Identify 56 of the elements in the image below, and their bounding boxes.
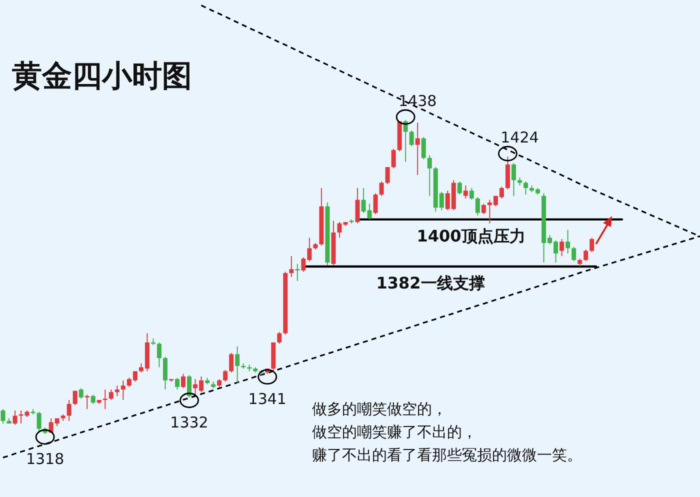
ref-line-label: 1400顶点压力 <box>416 226 526 246</box>
annotation: 1438 <box>398 92 437 110</box>
candlestick <box>481 203 486 215</box>
annotation: 做多的嘲笑做空的， <box>312 400 447 418</box>
candlestick <box>72 390 78 406</box>
candlestick <box>120 380 126 400</box>
annotation: 1424 <box>500 128 539 147</box>
text: 赚了不出的看了看那些冤损的微微一笑。 <box>312 446 582 464</box>
candlestick <box>90 394 96 404</box>
candlestick <box>108 389 114 400</box>
candlestick <box>572 246 576 262</box>
candlestick <box>66 399 72 422</box>
candlestick <box>229 352 234 374</box>
candlestick <box>505 156 510 190</box>
candlestick <box>289 256 294 278</box>
candlestick <box>162 356 168 390</box>
candlestick <box>511 162 516 196</box>
candlestick <box>102 389 108 410</box>
candlestick <box>524 180 528 196</box>
candlestick <box>187 374 192 398</box>
candlestick <box>277 331 282 344</box>
chart-title: 黄金四小时图 <box>12 59 192 94</box>
candlestick <box>0 408 6 424</box>
candlestick <box>295 263 300 282</box>
candlestick <box>114 385 120 397</box>
candlestick <box>175 377 180 390</box>
candlestick <box>373 192 378 215</box>
candlestick <box>84 394 90 410</box>
candlestick <box>181 373 186 389</box>
candlestick <box>355 188 360 224</box>
candlestick <box>223 369 228 382</box>
candlestick <box>379 180 384 196</box>
candlestick <box>385 166 390 185</box>
candlestick <box>590 237 594 253</box>
candlestick <box>235 346 240 384</box>
candlestick <box>409 130 414 147</box>
candlestick <box>457 180 462 196</box>
candlestick <box>12 410 18 426</box>
candlestick <box>427 154 432 196</box>
candlestick <box>560 238 564 257</box>
ref-line-label: 1382一线支撑 <box>376 274 485 293</box>
candlestick <box>391 148 396 169</box>
candlestick <box>475 196 480 216</box>
candlestick <box>463 184 468 199</box>
candlestick <box>78 388 84 400</box>
annotation: 1318 <box>26 450 64 468</box>
candlestick <box>469 188 474 200</box>
candlestick <box>566 229 570 254</box>
candlestick <box>415 122 420 176</box>
annotation: 1332 <box>170 413 208 432</box>
candlestick <box>156 342 162 368</box>
annotation: 1341 <box>248 390 286 408</box>
candlestick <box>584 249 588 262</box>
annotation: 做空的嘲笑赚了不出的， <box>312 423 477 441</box>
candlestick <box>421 136 426 160</box>
candlestick <box>36 411 42 434</box>
